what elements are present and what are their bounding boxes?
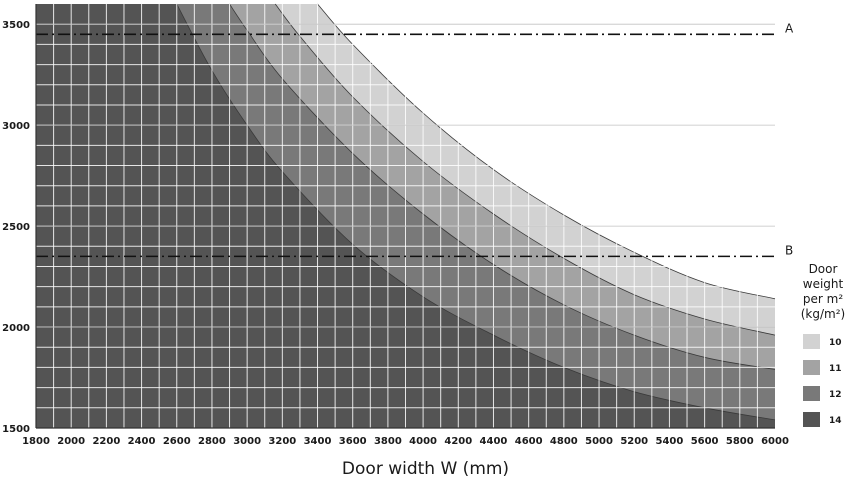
x-tick-label: 5400 <box>656 436 684 447</box>
x-tick-label: 3000 <box>233 436 261 447</box>
x-tick-label: 4400 <box>480 436 508 447</box>
x-tick-label: 2600 <box>163 436 191 447</box>
legend-label-10: 10 <box>829 338 842 348</box>
x-tick-label: 6000 <box>761 436 789 447</box>
y-tick-label: 3000 <box>2 121 30 132</box>
x-axis-title: Door width W (mm) <box>342 459 509 479</box>
y-tick-label: 3500 <box>2 20 30 31</box>
reference-line-label-A: A <box>785 21 794 35</box>
boundary-curve-10 <box>317 3 776 300</box>
grid-lines <box>36 4 775 428</box>
area-region-14 <box>36 4 775 428</box>
x-tick-label: 5200 <box>620 436 648 447</box>
x-tick-label: 4000 <box>409 436 437 447</box>
x-tick-label: 1800 <box>22 436 50 447</box>
x-tick-label: 2400 <box>128 436 156 447</box>
weight-areas <box>36 4 775 428</box>
legend-label-12: 12 <box>829 390 842 400</box>
legend-title-line: Door <box>809 262 838 276</box>
x-tick-label: 5600 <box>691 436 719 447</box>
x-tick-label: 3200 <box>268 436 296 447</box>
legend-swatch-10 <box>803 334 820 349</box>
legend-title-line: (kg/m²) <box>801 307 845 321</box>
legend-label-14: 14 <box>829 416 842 426</box>
x-tick-label: 4200 <box>444 436 472 447</box>
x-tick-label: 5800 <box>726 436 754 447</box>
y-tick-label: 2000 <box>2 323 30 334</box>
x-tick-label: 4800 <box>550 436 578 447</box>
x-tick-label: 3600 <box>339 436 367 447</box>
axis-labels: 1800 2000 2200 2400 2600 2800 3000 3200 3400 3600… <box>2 20 789 479</box>
x-tick-label: 2000 <box>57 436 85 447</box>
legend-swatch-12 <box>803 386 820 401</box>
x-tick-label: 3800 <box>374 436 402 447</box>
axes <box>35 4 775 429</box>
legend-title-line: per m² <box>803 292 843 306</box>
y-tick-label: 2500 <box>2 222 30 233</box>
x-tick-label: 5000 <box>585 436 613 447</box>
legend-swatch-11 <box>803 360 820 375</box>
legend-swatch-14 <box>803 412 820 427</box>
reference-line-label-B: B <box>785 243 793 257</box>
x-tick-label: 3400 <box>304 436 332 447</box>
y-tick-label: 1500 <box>2 424 30 435</box>
x-tick-label: 4600 <box>515 436 543 447</box>
x-tick-label: 2800 <box>198 436 226 447</box>
reference-lines: AB <box>36 21 794 257</box>
x-tick-label: 2200 <box>92 436 120 447</box>
legend-title-line: weight <box>803 277 844 291</box>
legend-label-11: 11 <box>829 364 842 374</box>
